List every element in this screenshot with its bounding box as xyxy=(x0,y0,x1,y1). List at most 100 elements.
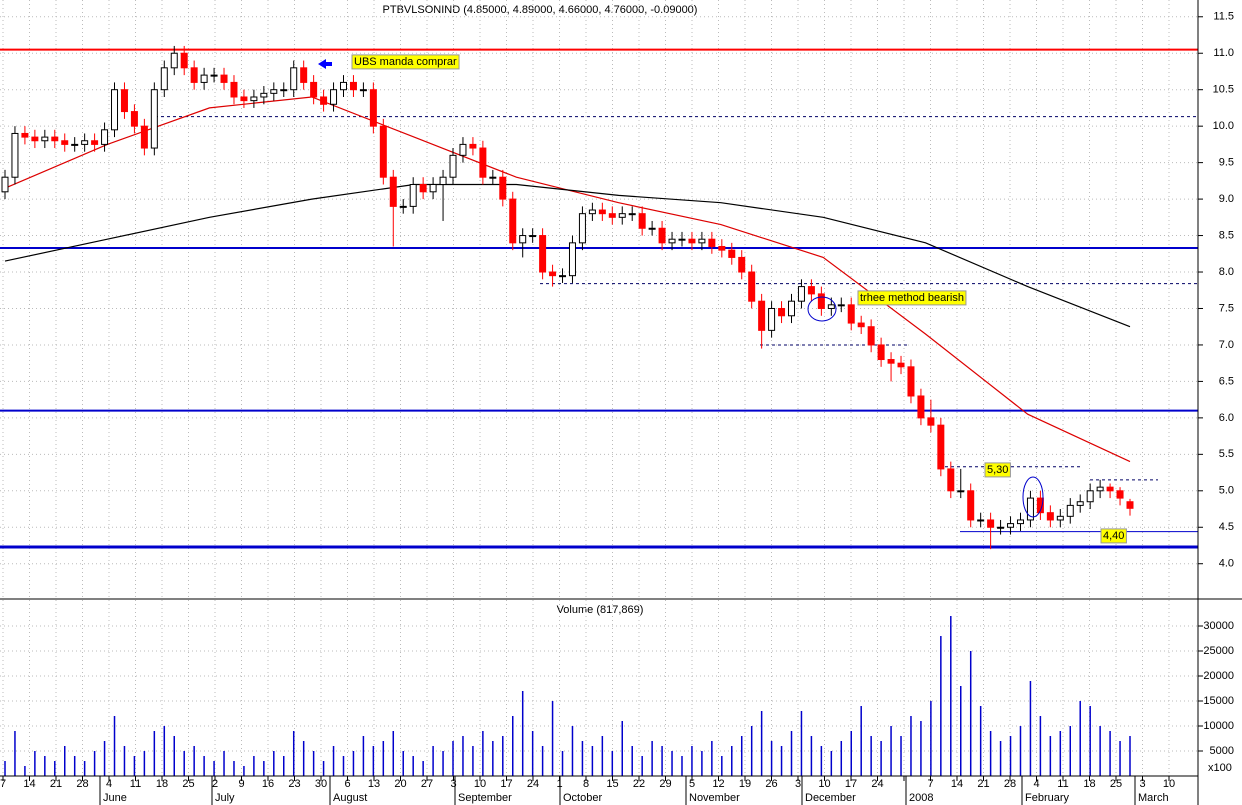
y-tick-label: 7.5 xyxy=(1219,302,1234,314)
chart-title: PTBVLSONIND (4.85000, 4.89000, 4.66000, … xyxy=(383,4,698,16)
y-tick-label: 6.5 xyxy=(1219,375,1234,387)
x-tick-label: 25 xyxy=(182,778,194,790)
annotation-box xyxy=(1100,528,1127,544)
x-tick-label: 29 xyxy=(659,778,671,790)
candle-body xyxy=(867,326,875,346)
volume-title: Volume (817,869) xyxy=(557,604,644,616)
candle-body xyxy=(111,89,119,131)
x-tick-label: 3 xyxy=(795,778,801,790)
x-tick-label: 10 xyxy=(818,778,830,790)
x-tick-label: 18 xyxy=(156,778,168,790)
x-tick-label: 16 xyxy=(262,778,274,790)
candle-body xyxy=(220,74,228,83)
x-tick-label: 11 xyxy=(130,778,141,790)
candle-body xyxy=(967,490,975,521)
candle-body xyxy=(897,362,905,368)
candle-body xyxy=(21,132,29,138)
candle-body xyxy=(81,140,89,145)
x-tick-label: 25 xyxy=(1110,778,1122,790)
x-tick-label: 18 xyxy=(1083,778,1095,790)
candle-body xyxy=(559,275,567,278)
volume-unit: x100 xyxy=(1208,762,1232,774)
candle-body xyxy=(71,143,79,146)
y-tick-label: 4.0 xyxy=(1219,558,1234,570)
candle-body xyxy=(210,74,218,77)
x-tick-label: 17 xyxy=(500,778,512,790)
candle-body xyxy=(330,89,338,105)
x-tick-label: 24 xyxy=(527,778,539,790)
candle-body xyxy=(339,81,347,91)
annotation: trhee method bearish xyxy=(860,292,964,304)
candle-body xyxy=(728,249,736,258)
candle-body xyxy=(41,136,49,142)
x-tick-label: 5 xyxy=(689,778,695,790)
candle-body xyxy=(807,286,815,295)
candle-body xyxy=(837,304,845,307)
candle-body xyxy=(409,184,417,207)
y-tick-label: 11.5 xyxy=(1213,11,1234,23)
x-tick-label: 4 xyxy=(1033,778,1039,790)
annotation: 5,30 xyxy=(987,464,1008,476)
candle-body xyxy=(748,271,756,302)
candle-body xyxy=(977,519,985,522)
month-label: 2008 xyxy=(909,792,933,804)
candle-body xyxy=(170,52,178,69)
x-tick-label: 30 xyxy=(315,778,327,790)
x-tick-label: 8 xyxy=(583,778,589,790)
candle-body xyxy=(150,89,158,149)
x-tick-label: 15 xyxy=(606,778,618,790)
candle-body xyxy=(11,132,19,178)
x-tick-label: 3 xyxy=(450,778,456,790)
month-label: August xyxy=(333,792,367,804)
candle-body xyxy=(529,235,537,238)
y-tick-label: 9.5 xyxy=(1219,157,1234,169)
candle-body xyxy=(688,238,696,244)
candle-body xyxy=(917,395,925,419)
candle-body xyxy=(1007,523,1015,528)
candle-body xyxy=(638,213,646,229)
candle-body xyxy=(588,209,596,215)
x-tick-label: 21 xyxy=(50,778,62,790)
candle-body xyxy=(190,67,198,83)
y-tick-label: 9.0 xyxy=(1219,193,1234,205)
x-tick-label: 28 xyxy=(1004,778,1016,790)
x-tick-label: 14 xyxy=(23,778,35,790)
candle-body xyxy=(698,238,706,244)
month-label: September xyxy=(458,792,512,804)
candle-body xyxy=(539,235,547,273)
y-tick-label: 8.0 xyxy=(1219,266,1234,278)
annotation: 4,40 xyxy=(1103,530,1124,542)
candle-body xyxy=(1036,497,1044,514)
candle-body xyxy=(260,92,268,98)
candle-body xyxy=(180,52,188,69)
candle-body xyxy=(469,143,477,149)
x-tick-label: 27 xyxy=(421,778,433,790)
x-tick-label: 21 xyxy=(977,778,989,790)
candle-body xyxy=(658,227,666,244)
candle-body xyxy=(788,300,796,317)
y-tick-label: 11.0 xyxy=(1213,47,1234,59)
candle-body xyxy=(857,322,865,328)
x-tick-label: 22 xyxy=(633,778,645,790)
candle-body xyxy=(479,147,487,178)
month-label: December xyxy=(805,792,856,804)
candle-body xyxy=(628,213,636,216)
y-tick-label: 25000 xyxy=(1203,645,1234,657)
candle-body xyxy=(290,67,298,91)
candle-body xyxy=(140,125,148,149)
candle-body xyxy=(1086,490,1094,503)
x-tick-label: 6 xyxy=(344,778,350,790)
x-tick-label: 20 xyxy=(394,778,406,790)
candle-body xyxy=(449,154,457,178)
candle-body xyxy=(768,307,776,331)
annotation: UBS manda comprar xyxy=(354,56,457,68)
candle-body xyxy=(797,286,805,302)
candle-body xyxy=(389,176,397,207)
y-tick-label: 10.0 xyxy=(1213,120,1234,132)
candle-body xyxy=(1076,501,1084,506)
candle-body xyxy=(1066,504,1074,517)
candle-body xyxy=(1046,512,1054,521)
